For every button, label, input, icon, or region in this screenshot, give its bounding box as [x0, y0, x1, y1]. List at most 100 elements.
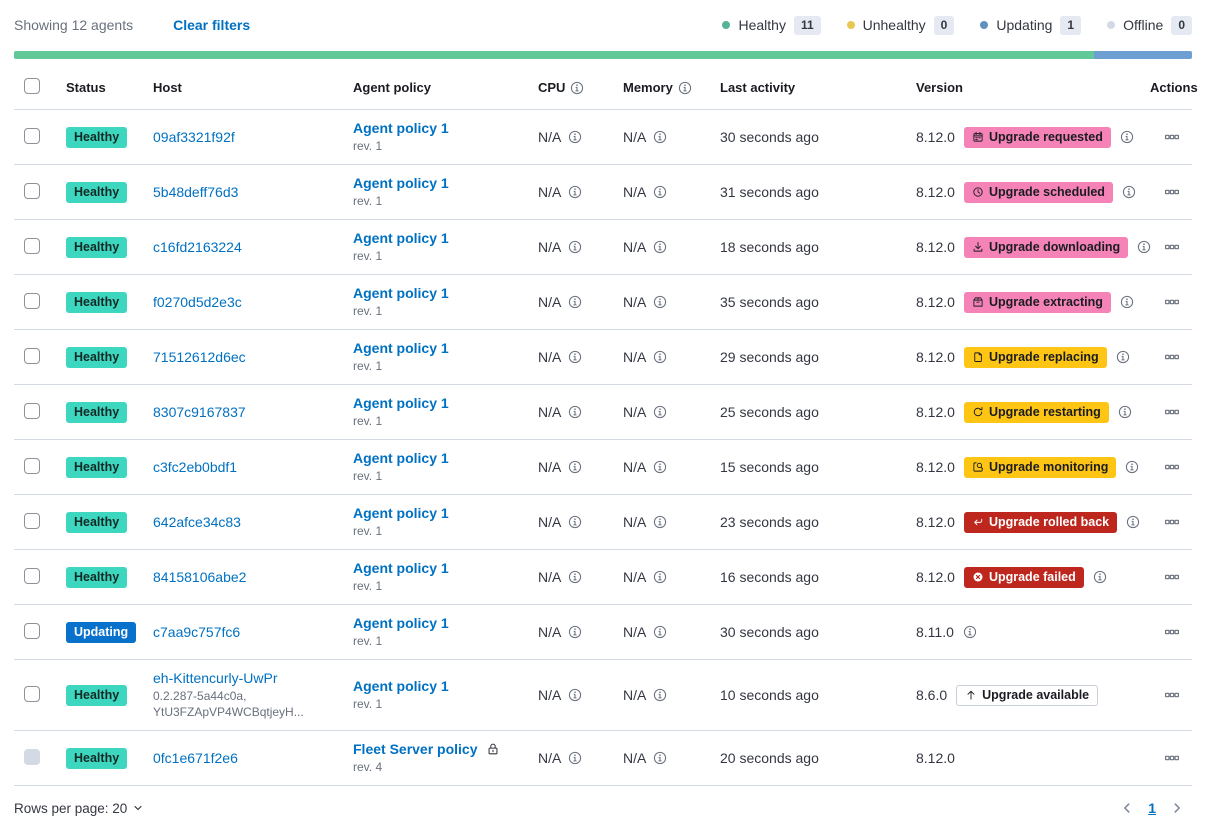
legend-count-badge: 11	[793, 15, 821, 35]
row-actions-button[interactable]	[1162, 685, 1182, 705]
next-page-button[interactable]	[1170, 801, 1184, 815]
cpu-info-icon[interactable]	[568, 405, 582, 419]
memory-info-icon[interactable]	[653, 185, 667, 199]
column-header-status[interactable]: Status	[58, 64, 145, 110]
memory-value: N/A	[623, 294, 647, 310]
cpu-info-icon[interactable]	[568, 688, 582, 702]
memory-info-icon[interactable]	[653, 405, 667, 419]
row-checkbox[interactable]	[24, 347, 40, 364]
page-number[interactable]: 1	[1148, 800, 1156, 816]
host-link[interactable]: c3fc2eb0bdf1	[153, 459, 238, 475]
upgrade-info-icon[interactable]	[963, 625, 977, 639]
upgrade-info-icon[interactable]	[1093, 570, 1107, 584]
column-header-version[interactable]: Version	[908, 64, 1142, 110]
row-actions-button[interactable]	[1162, 402, 1182, 422]
memory-info-icon[interactable]	[653, 751, 667, 765]
agent-policy-link[interactable]: Agent policy 1	[353, 505, 449, 521]
host-link[interactable]: 8307c9167837	[153, 404, 246, 420]
host-link[interactable]: 642afce34c83	[153, 514, 241, 530]
host-link[interactable]: eh-Kittencurly-UwPr	[153, 670, 278, 686]
cpu-info-icon[interactable]	[568, 240, 582, 254]
agent-version: 8.12.0	[916, 404, 955, 420]
memory-info-icon[interactable]	[653, 240, 667, 254]
upgrade-info-icon[interactable]	[1120, 130, 1134, 144]
cpu-value: N/A	[538, 404, 562, 420]
cpu-info-icon[interactable]	[568, 751, 582, 765]
memory-info-icon[interactable]	[653, 295, 667, 309]
row-checkbox[interactable]	[24, 457, 40, 474]
upgrade-info-icon[interactable]	[1137, 240, 1151, 254]
host-link[interactable]: 09af3321f92f	[153, 129, 235, 145]
row-checkbox[interactable]	[24, 402, 40, 419]
agent-policy-link[interactable]: Agent policy 1	[353, 340, 449, 356]
cpu-info-icon[interactable]	[568, 130, 582, 144]
agent-policy-link[interactable]: Agent policy 1	[353, 175, 449, 191]
agent-status-badge: Healthy	[66, 126, 128, 148]
row-actions-button[interactable]	[1162, 567, 1182, 587]
row-actions-button[interactable]	[1162, 292, 1182, 312]
agent-policy-link[interactable]: Agent policy 1	[353, 560, 449, 576]
agent-policy-link[interactable]: Agent policy 1	[353, 120, 449, 136]
host-link[interactable]: 5b48deff76d3	[153, 184, 239, 200]
host-link[interactable]: f0270d5d2e3c	[153, 294, 242, 310]
row-actions-button[interactable]	[1162, 457, 1182, 477]
memory-info-icon[interactable]	[653, 130, 667, 144]
row-actions-button[interactable]	[1162, 127, 1182, 147]
memory-info-icon[interactable]	[653, 350, 667, 364]
host-link[interactable]: c16fd2163224	[153, 239, 242, 255]
row-checkbox[interactable]	[24, 622, 40, 639]
upgrade-info-icon[interactable]	[1125, 460, 1139, 474]
agent-policy-link[interactable]: Agent policy 1	[353, 615, 449, 631]
row-actions-button[interactable]	[1162, 237, 1182, 257]
column-header-agent-policy[interactable]: Agent policy	[345, 64, 530, 110]
cpu-info-icon[interactable]	[568, 570, 582, 584]
agent-policy-link[interactable]: Agent policy 1	[353, 678, 449, 694]
upgrade-info-icon[interactable]	[1116, 350, 1130, 364]
host-link[interactable]: 71512612d6ec	[153, 349, 246, 365]
memory-info-icon[interactable]	[653, 460, 667, 474]
row-checkbox[interactable]	[24, 512, 40, 529]
row-checkbox[interactable]	[24, 237, 40, 254]
column-header-last-activity[interactable]: Last activity	[712, 64, 908, 110]
clear-filters-link[interactable]: Clear filters	[173, 17, 251, 33]
row-checkbox[interactable]	[24, 685, 40, 702]
upgrade-info-icon[interactable]	[1118, 405, 1132, 419]
upgrade-info-icon[interactable]	[1126, 515, 1140, 529]
row-actions-button[interactable]	[1162, 347, 1182, 367]
column-header-memory[interactable]: Memory	[615, 64, 712, 110]
memory-info-icon[interactable]	[653, 688, 667, 702]
row-checkbox[interactable]	[24, 182, 40, 199]
row-actions-button[interactable]	[1162, 512, 1182, 532]
agent-policy-link[interactable]: Agent policy 1	[353, 285, 449, 301]
host-link[interactable]: 0fc1e671f2e6	[153, 750, 238, 766]
memory-info-icon[interactable]	[653, 625, 667, 639]
cpu-info-icon[interactable]	[568, 185, 582, 199]
cpu-info-icon[interactable]	[568, 515, 582, 529]
cpu-info-icon[interactable]	[568, 350, 582, 364]
agent-policy-link[interactable]: Agent policy 1	[353, 450, 449, 466]
rows-per-page-button[interactable]: Rows per page: 20	[14, 801, 144, 816]
row-actions-button[interactable]	[1162, 182, 1182, 202]
cpu-info-icon[interactable]	[568, 460, 582, 474]
row-checkbox[interactable]	[24, 292, 40, 309]
column-header-cpu[interactable]: CPU	[530, 64, 615, 110]
agent-policy-link[interactable]: Agent policy 1	[353, 230, 449, 246]
cpu-info-icon[interactable]	[568, 625, 582, 639]
upgrade-info-icon[interactable]	[1120, 295, 1134, 309]
cpu-info-icon[interactable]	[568, 295, 582, 309]
memory-info-icon[interactable]	[653, 515, 667, 529]
row-actions-button[interactable]	[1162, 622, 1182, 642]
row-checkbox[interactable]	[24, 567, 40, 584]
host-link[interactable]: c7aa9c757fc6	[153, 624, 241, 640]
column-header-actions[interactable]: Actions	[1142, 64, 1198, 110]
previous-page-button[interactable]	[1120, 801, 1134, 815]
row-checkbox[interactable]	[24, 127, 40, 144]
select-all-checkbox[interactable]	[24, 78, 40, 94]
memory-info-icon[interactable]	[653, 570, 667, 584]
host-link[interactable]: 84158106abe2	[153, 569, 247, 585]
column-header-host[interactable]: Host	[145, 64, 345, 110]
agent-policy-link[interactable]: Fleet Server policy	[353, 741, 478, 757]
agent-policy-link[interactable]: Agent policy 1	[353, 395, 449, 411]
row-actions-button[interactable]	[1162, 748, 1182, 768]
upgrade-info-icon[interactable]	[1122, 185, 1136, 199]
